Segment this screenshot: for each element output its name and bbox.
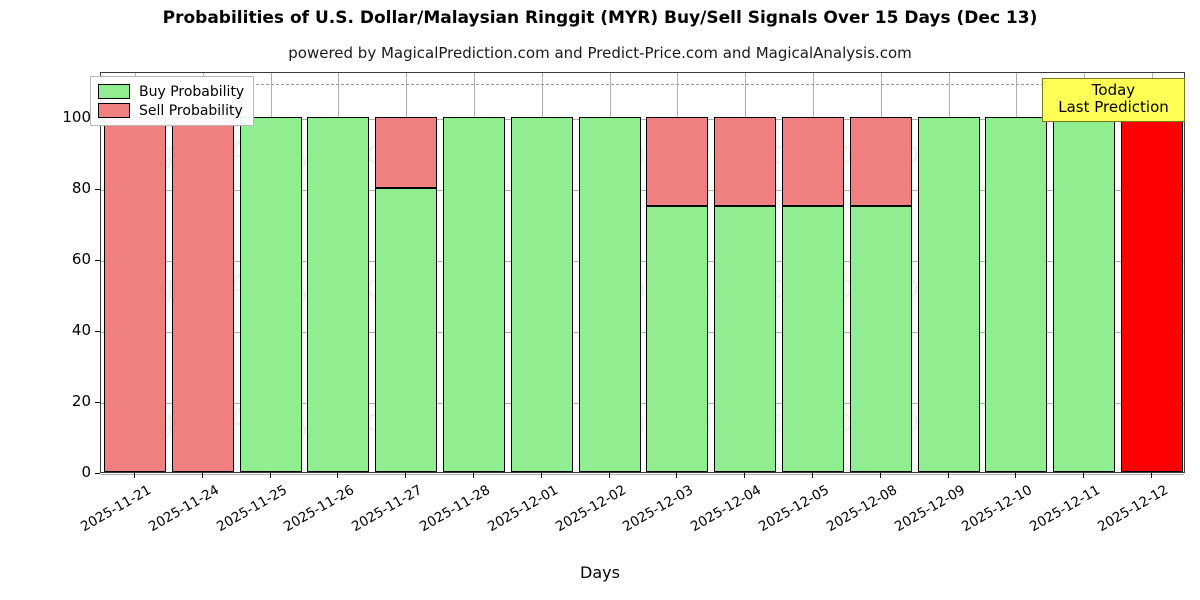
x-tick-mark: [337, 473, 339, 478]
legend-item[interactable]: Sell Probability: [98, 101, 244, 120]
bar-segment-buy[interactable]: [307, 117, 370, 472]
y-tick-label: 0: [81, 463, 91, 481]
legend-label: Buy Probability: [139, 83, 245, 100]
y-tick-mark: [95, 260, 100, 262]
bar-group[interactable]: [239, 71, 302, 472]
y-tick-label: 60: [71, 250, 91, 269]
today-annotation: Today Last Prediction: [1042, 78, 1185, 122]
chart-subtitle: powered by MagicalPrediction.com and Pre…: [288, 44, 912, 62]
bar-segment-buy[interactable]: [375, 188, 438, 472]
bar-group[interactable]: [1121, 71, 1184, 472]
chart-legend: Buy Probability Sell Probability: [90, 76, 255, 126]
bar-segment-buy[interactable]: [578, 117, 641, 472]
bar-group[interactable]: [375, 71, 438, 472]
bar-segment-buy[interactable]: [1053, 117, 1116, 472]
bar-segment-sell[interactable]: [375, 117, 438, 189]
x-tick-mark: [472, 473, 474, 478]
bar-segment-buy[interactable]: [849, 205, 912, 472]
x-tick-mark: [540, 473, 542, 478]
bar-group[interactable]: [1053, 71, 1116, 472]
bar-segment-sell[interactable]: [171, 117, 234, 472]
bar-group[interactable]: [510, 71, 573, 472]
bar-segment-sell[interactable]: [103, 117, 166, 472]
plot-area: MagicalAnalysis.comMagicalPrediction.com…: [100, 71, 1185, 475]
x-tick-mark: [879, 473, 881, 478]
today-annotation-line1: Today: [1091, 81, 1136, 99]
y-tick-label: 80: [71, 179, 91, 198]
bar-segment-today[interactable]: [1121, 117, 1184, 472]
chart-title: Probabilities of U.S. Dollar/Malaysian R…: [162, 8, 1038, 28]
y-gridline: [101, 403, 1184, 405]
bar-segment-sell[interactable]: [646, 117, 709, 206]
bar-segment-sell[interactable]: [782, 117, 845, 206]
bar-segment-buy[interactable]: [510, 117, 573, 472]
y-gridline: [101, 332, 1184, 334]
legend-swatch-icon: [98, 103, 130, 118]
x-tick-mark: [608, 473, 610, 478]
bar-segment-buy[interactable]: [646, 205, 709, 472]
legend-label: Sell Probability: [139, 102, 243, 119]
x-axis-label: Days: [580, 563, 620, 582]
y-gridline: [101, 119, 1184, 121]
y-gridline: [101, 190, 1184, 192]
reference-dashed-line: [101, 83, 1184, 85]
bar-group[interactable]: [714, 71, 777, 472]
bar-group[interactable]: [782, 71, 845, 472]
legend-swatch-icon: [98, 84, 130, 99]
x-tick-mark: [269, 473, 271, 478]
bar-group[interactable]: [442, 71, 505, 472]
y-gridline: [101, 261, 1184, 263]
bar-group[interactable]: [646, 71, 709, 472]
bar-group[interactable]: [103, 71, 166, 472]
legend-item[interactable]: Buy Probability: [98, 82, 244, 101]
y-gridline: [101, 474, 1184, 475]
bar-segment-buy[interactable]: [442, 117, 505, 472]
bar-segment-buy[interactable]: [985, 117, 1048, 472]
x-tick-mark: [133, 473, 135, 478]
bar-segment-buy[interactable]: [239, 117, 302, 472]
bar-group[interactable]: [171, 71, 234, 472]
y-tick-mark: [95, 473, 100, 474]
x-tick-mark: [676, 473, 678, 478]
x-tick-mark: [1151, 473, 1153, 478]
y-tick-label: 20: [71, 392, 91, 411]
bar-segment-sell[interactable]: [714, 117, 777, 206]
today-annotation-line2: Last Prediction: [1058, 97, 1169, 116]
bar-group[interactable]: [985, 71, 1048, 472]
bar-segment-sell[interactable]: [849, 117, 912, 206]
bar-group[interactable]: [307, 71, 370, 472]
x-tick-mark: [812, 473, 814, 478]
y-tick-label: 100: [62, 108, 91, 127]
bar-group[interactable]: [917, 71, 980, 472]
bar-group[interactable]: [578, 71, 641, 472]
bar-segment-buy[interactable]: [714, 205, 777, 472]
x-tick-mark: [201, 473, 203, 478]
x-tick-mark: [1015, 473, 1017, 478]
y-tick-mark: [95, 402, 100, 404]
y-tick-mark: [95, 189, 100, 191]
y-tick-mark: [95, 331, 100, 333]
bar-group[interactable]: [849, 71, 912, 472]
y-tick-label: 40: [71, 321, 91, 340]
x-tick-mark: [405, 473, 407, 478]
bar-segment-buy[interactable]: [917, 117, 980, 472]
x-tick-mark: [947, 473, 949, 478]
x-tick-mark: [1083, 473, 1085, 478]
bar-segment-buy[interactable]: [782, 205, 845, 472]
x-tick-mark: [744, 473, 746, 478]
